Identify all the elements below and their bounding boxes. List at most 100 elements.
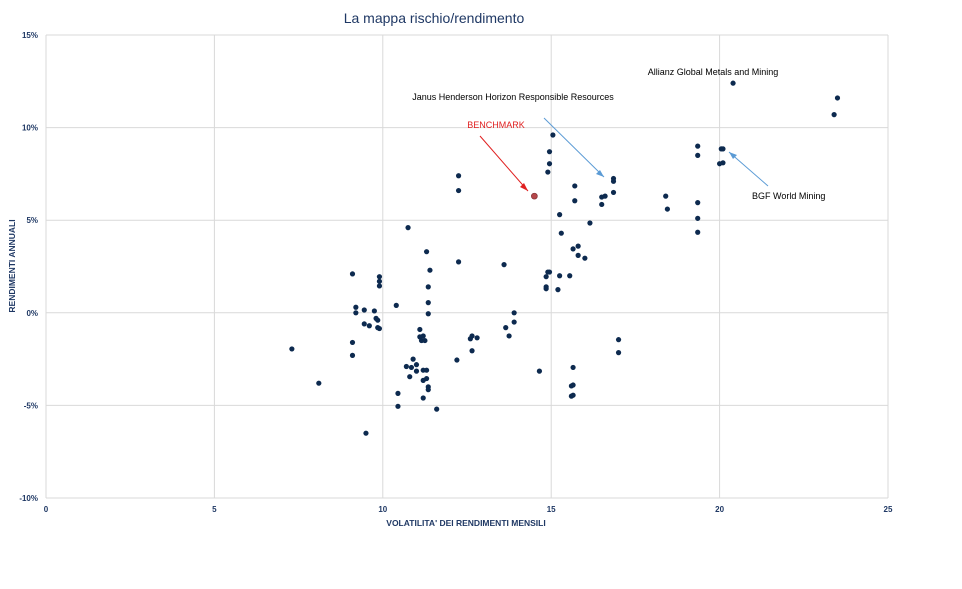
data-point bbox=[469, 348, 475, 354]
data-point bbox=[557, 212, 563, 218]
data-point bbox=[545, 169, 551, 175]
data-point bbox=[615, 337, 622, 343]
benchmark-label: BENCHMARK bbox=[467, 120, 525, 130]
allianz-label: Allianz Global Metals and Mining bbox=[648, 67, 779, 77]
data-point bbox=[567, 273, 573, 279]
janus-arrow bbox=[543, 117, 605, 178]
data-point bbox=[353, 304, 359, 310]
data-point bbox=[730, 80, 736, 86]
data-point bbox=[570, 246, 576, 252]
data-point bbox=[599, 201, 605, 208]
y-tick-label: 5% bbox=[26, 216, 38, 225]
janus-label: Janus Henderson Horizon Responsible Reso… bbox=[412, 92, 614, 102]
annotations: BENCHMARK Allianz Global Metals and Mini… bbox=[412, 67, 825, 201]
data-point bbox=[413, 362, 420, 368]
data-point bbox=[371, 308, 377, 314]
data-point bbox=[349, 352, 356, 358]
data-point bbox=[405, 225, 411, 231]
data-point bbox=[557, 273, 563, 279]
data-point bbox=[376, 283, 383, 289]
grid-layer bbox=[45, 34, 889, 499]
data-point bbox=[695, 215, 701, 221]
data-point bbox=[423, 375, 430, 382]
data-point bbox=[455, 259, 462, 265]
data-point bbox=[395, 390, 401, 396]
data-point bbox=[602, 193, 608, 199]
y-tick-label: -5% bbox=[24, 401, 38, 410]
data-point bbox=[417, 326, 423, 333]
bgf-label: BGF World Mining bbox=[752, 191, 825, 201]
benchmark-arrow bbox=[479, 135, 529, 192]
data-point bbox=[408, 364, 415, 371]
data-point bbox=[349, 339, 356, 346]
benchmark-arrowhead bbox=[520, 183, 528, 191]
y-axis-title: RENDIMENTI ANNUALI bbox=[7, 219, 17, 312]
data-point bbox=[720, 160, 726, 166]
bgf-arrow bbox=[728, 151, 769, 187]
data-point bbox=[395, 403, 401, 409]
data-point bbox=[427, 267, 433, 273]
x-tick-label: 5 bbox=[212, 505, 217, 514]
data-point bbox=[349, 271, 356, 277]
janus-arrowhead bbox=[596, 170, 604, 177]
data-point bbox=[455, 173, 462, 179]
data-point bbox=[420, 395, 426, 401]
data-point bbox=[834, 95, 841, 101]
data-point bbox=[474, 335, 480, 341]
data-point bbox=[425, 284, 431, 290]
data-points bbox=[289, 80, 841, 436]
data-point bbox=[413, 368, 420, 374]
y-tick-label: 0% bbox=[26, 309, 38, 318]
data-point bbox=[366, 323, 372, 329]
data-point bbox=[543, 286, 549, 292]
data-point bbox=[376, 325, 383, 332]
data-point bbox=[501, 262, 507, 268]
data-point bbox=[575, 252, 581, 258]
y-tick-label: -10% bbox=[19, 494, 38, 503]
bgf-arrowhead bbox=[729, 152, 737, 159]
data-point bbox=[511, 310, 517, 316]
data-point bbox=[425, 311, 431, 317]
y-tick-label: 10% bbox=[22, 124, 38, 133]
x-tick-label: 15 bbox=[547, 505, 556, 514]
data-point bbox=[610, 189, 617, 196]
data-point bbox=[570, 382, 576, 388]
data-point bbox=[546, 269, 553, 275]
x-tick-label: 0 bbox=[44, 505, 49, 514]
data-point bbox=[316, 380, 322, 386]
x-tick-label: 25 bbox=[884, 505, 893, 514]
data-point bbox=[695, 200, 701, 206]
data-point bbox=[664, 206, 670, 212]
data-point bbox=[558, 230, 564, 236]
data-point bbox=[420, 333, 426, 339]
data-point bbox=[570, 392, 576, 398]
data-point bbox=[575, 243, 581, 249]
data-point bbox=[582, 255, 588, 261]
data-point bbox=[393, 302, 399, 308]
x-tick-label: 20 bbox=[715, 505, 724, 514]
data-point bbox=[361, 307, 367, 313]
data-point bbox=[422, 337, 428, 344]
x-axis-title: VOLATILITA' DEI RENDIMENTI MENSILI bbox=[386, 518, 545, 528]
data-point bbox=[376, 274, 383, 280]
data-point bbox=[615, 350, 622, 356]
y-tick-label: 15% bbox=[22, 31, 38, 40]
data-point bbox=[663, 193, 669, 199]
data-point bbox=[546, 149, 553, 155]
data-point bbox=[289, 346, 295, 352]
tick-labels: -10% -5% 0% 5% 10% 15% 0 5 10 15 20 25 bbox=[19, 31, 893, 514]
data-point bbox=[423, 367, 430, 373]
data-point bbox=[455, 187, 462, 194]
data-point bbox=[695, 143, 701, 149]
data-point bbox=[363, 430, 369, 436]
data-point bbox=[407, 374, 413, 380]
data-point bbox=[536, 368, 543, 374]
data-point bbox=[831, 112, 837, 118]
data-point bbox=[375, 317, 381, 323]
data-point bbox=[695, 152, 701, 158]
data-point bbox=[543, 274, 549, 280]
data-point bbox=[550, 132, 556, 138]
data-point bbox=[610, 175, 617, 182]
